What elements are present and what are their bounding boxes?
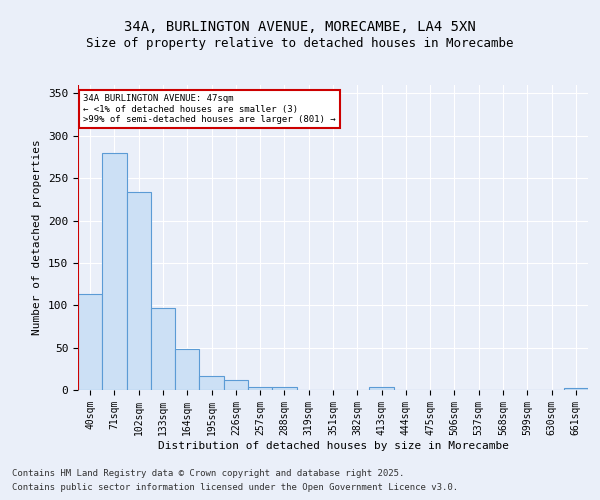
Bar xyxy=(151,308,175,390)
Bar xyxy=(78,294,102,390)
Bar xyxy=(224,380,248,390)
Bar xyxy=(102,153,127,390)
Bar xyxy=(272,386,296,390)
Text: Contains public sector information licensed under the Open Government Licence v3: Contains public sector information licen… xyxy=(12,484,458,492)
Bar xyxy=(199,376,224,390)
Bar xyxy=(248,386,272,390)
Y-axis label: Number of detached properties: Number of detached properties xyxy=(32,140,43,336)
Text: 34A, BURLINGTON AVENUE, MORECAMBE, LA4 5XN: 34A, BURLINGTON AVENUE, MORECAMBE, LA4 5… xyxy=(124,20,476,34)
Bar xyxy=(370,388,394,390)
Text: Contains HM Land Registry data © Crown copyright and database right 2025.: Contains HM Land Registry data © Crown c… xyxy=(12,468,404,477)
Bar xyxy=(175,350,199,390)
Bar xyxy=(127,192,151,390)
Text: 34A BURLINGTON AVENUE: 47sqm
← <1% of detached houses are smaller (3)
>99% of se: 34A BURLINGTON AVENUE: 47sqm ← <1% of de… xyxy=(83,94,336,124)
Text: Size of property relative to detached houses in Morecambe: Size of property relative to detached ho… xyxy=(86,38,514,51)
Bar xyxy=(564,388,588,390)
X-axis label: Distribution of detached houses by size in Morecambe: Distribution of detached houses by size … xyxy=(157,440,509,450)
